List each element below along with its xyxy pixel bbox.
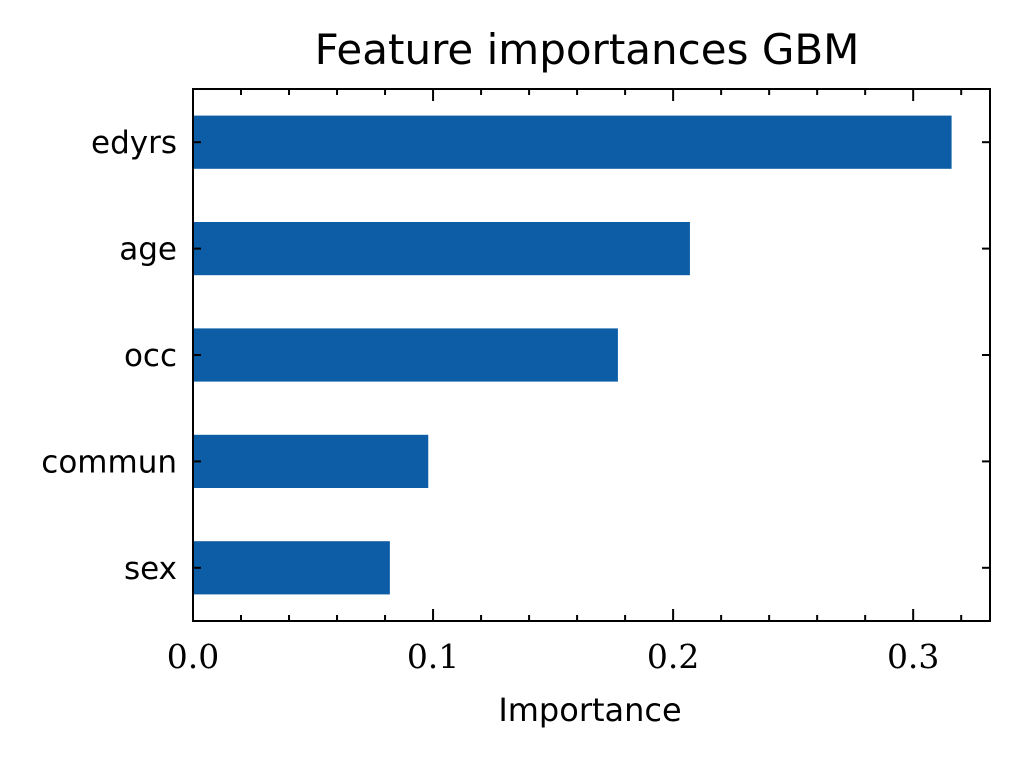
chart-title: Feature importances GBM xyxy=(315,25,860,74)
x-tick-label: 0.3 xyxy=(887,637,939,676)
bar-age xyxy=(193,222,690,276)
category-label-occ: occ xyxy=(124,338,177,374)
bar-commun xyxy=(193,434,429,488)
category-label-commun: commun xyxy=(41,444,177,480)
x-tick-label: 0.0 xyxy=(167,637,219,676)
plot-frame xyxy=(192,88,991,622)
category-label-edyrs: edyrs xyxy=(91,125,177,161)
x-tick-label: 0.2 xyxy=(647,637,699,676)
bar-edyrs xyxy=(193,115,952,169)
category-label-age: age xyxy=(119,232,177,268)
x-axis-label: Importance xyxy=(498,691,681,729)
bar-occ xyxy=(193,328,618,382)
x-tick-label: 0.1 xyxy=(407,637,459,676)
bar-sex xyxy=(193,541,390,595)
category-label-sex: sex xyxy=(124,551,177,587)
